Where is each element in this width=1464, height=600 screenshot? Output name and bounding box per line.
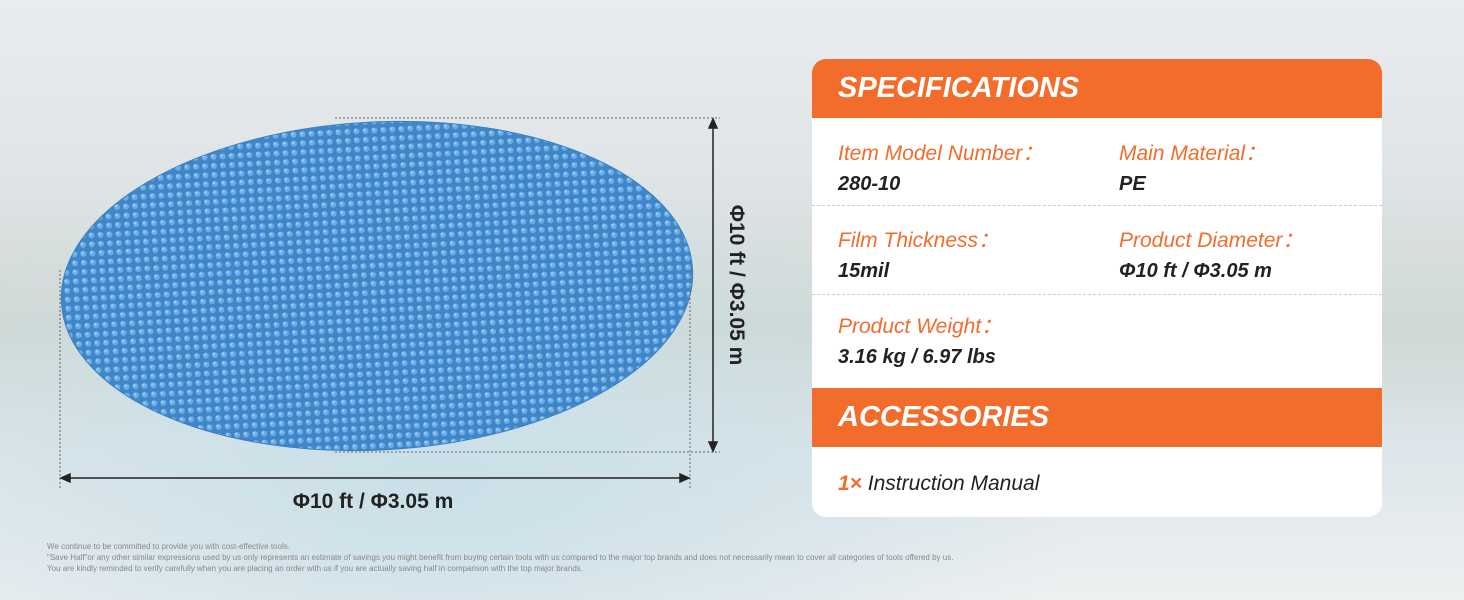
disclaimer-line: You are kindly reminded to verify carefu… (47, 564, 583, 573)
spec-label: Main Material： (1119, 142, 1267, 165)
spec-item: Main Material： PE (1119, 137, 1382, 196)
spec-item: Product Weight： 3.16 kg / 6.97 lbs (838, 310, 1108, 369)
spec-label: Product Weight： (838, 315, 1003, 338)
accessories-title: ACCESSORIES (812, 388, 1382, 447)
accessory-item: 1× Instruction Manual (838, 472, 1039, 496)
guides (59, 117, 720, 488)
spec-item: Product Diameter： Φ10 ft / Φ3.05 m (1119, 224, 1382, 283)
spec-value: 15mil (838, 260, 890, 282)
spec-value: 3.16 kg / 6.97 lbs (838, 346, 996, 368)
disclaimer-line: We continue to be committed to provide y… (47, 542, 290, 551)
separator (812, 205, 1382, 206)
spec-item: Item Model Number： 280-10 (838, 137, 1108, 196)
separator (812, 294, 1382, 295)
spec-value: Φ10 ft / Φ3.05 m (1119, 260, 1272, 282)
height-label: Φ10 ft / Φ3.05 m (725, 205, 748, 366)
spec-value: 280-10 (838, 173, 901, 195)
disclaimer-line: "Save Half"or any other similar expressi… (47, 553, 954, 562)
spec-label: Product Diameter： (1119, 229, 1304, 252)
spec-label: Item Model Number： (838, 142, 1044, 165)
accessory-quantity: 1× (838, 472, 862, 495)
spec-item: Film Thickness： 15mil (838, 224, 1108, 283)
dimension-lines (59, 117, 719, 484)
accessory-name: Instruction Manual (867, 472, 1040, 495)
spec-label: Film Thickness： (838, 229, 1000, 252)
spec-value: PE (1119, 173, 1146, 195)
pool-cover (60, 120, 694, 452)
width-label: Φ10 ft / Φ3.05 m (293, 490, 454, 513)
product-drawing: Φ10 ft / Φ3.05 m Φ10 ft / Φ3.05 m (59, 117, 748, 513)
spec-title: SPECIFICATIONS (812, 59, 1382, 118)
spec-card: SPECIFICATIONS Item Model Number： 280-10 … (812, 59, 1382, 517)
